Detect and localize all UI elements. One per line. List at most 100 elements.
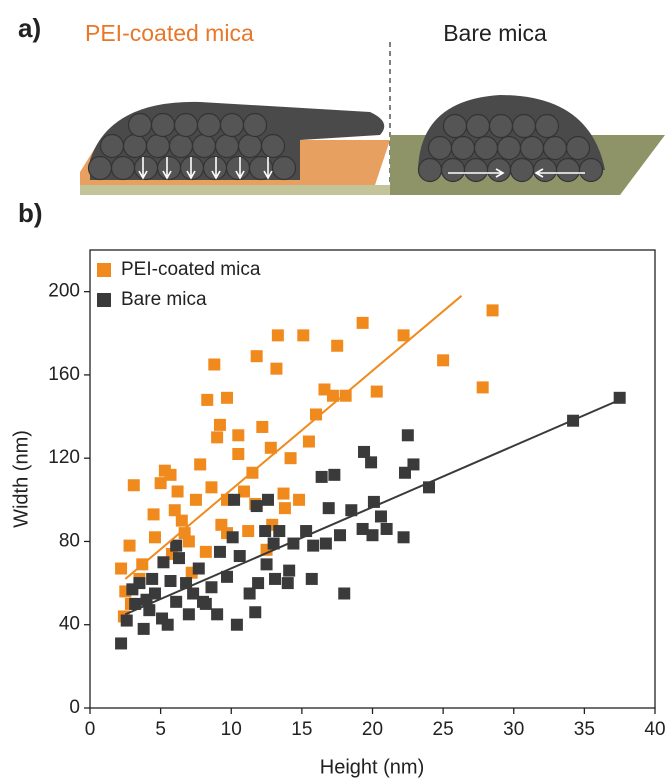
arrow-head [186, 170, 196, 180]
fiber [173, 112, 199, 138]
y-tick-label: 120 [48, 447, 80, 468]
point [252, 577, 265, 590]
point [277, 487, 290, 500]
fiber [87, 155, 113, 181]
point [318, 383, 331, 396]
x-tick-label: 0 [85, 719, 96, 740]
point [260, 558, 273, 571]
right-label: Bare mica [443, 20, 547, 46]
point [147, 508, 160, 521]
point [284, 452, 297, 465]
point [370, 385, 383, 398]
point [397, 531, 410, 544]
point [250, 350, 263, 363]
fiber [168, 133, 194, 159]
panel-label: b) [18, 198, 43, 228]
fiber [127, 112, 153, 138]
point [243, 587, 256, 600]
point [161, 618, 174, 631]
x-tick-label: 30 [503, 719, 524, 740]
arrow-head [211, 170, 221, 180]
point [374, 510, 387, 523]
point [267, 537, 280, 550]
x-tick-label: 20 [362, 719, 383, 740]
x-tick-label: 35 [574, 719, 595, 740]
fiber [110, 155, 136, 181]
point [305, 572, 318, 585]
point [297, 329, 310, 342]
point [205, 581, 218, 594]
point [278, 502, 291, 515]
fiber [463, 157, 489, 183]
y-tick-label: 0 [69, 697, 80, 718]
point [205, 481, 218, 494]
arrow-head [235, 170, 245, 180]
point [232, 448, 245, 461]
fiber [511, 113, 537, 139]
y-tick-label: 80 [59, 530, 80, 551]
fiber [417, 157, 443, 183]
fiber [219, 112, 245, 138]
legend-marker [97, 263, 111, 277]
point [398, 466, 411, 479]
point [356, 522, 369, 535]
point [137, 622, 150, 635]
point [339, 389, 352, 402]
point [115, 637, 128, 650]
point [271, 329, 284, 342]
fiber [191, 133, 217, 159]
fiber [237, 133, 263, 159]
point [127, 479, 140, 492]
point [157, 556, 170, 569]
point [338, 587, 351, 600]
x-tick-label: 25 [433, 719, 454, 740]
point [273, 525, 286, 538]
point [293, 493, 306, 506]
arrow-head [495, 168, 505, 178]
point [211, 431, 224, 444]
point [170, 595, 183, 608]
substrate [80, 185, 390, 195]
point [172, 552, 185, 565]
point [232, 429, 245, 442]
fiber [532, 157, 558, 183]
point [328, 468, 341, 481]
point [397, 329, 410, 342]
fibers [87, 112, 604, 183]
point [208, 358, 221, 371]
fiber [271, 155, 297, 181]
point [146, 572, 159, 585]
point [365, 456, 378, 469]
point [401, 429, 414, 442]
y-tick-label: 200 [48, 281, 80, 302]
point [334, 529, 347, 542]
x-tick-label: 5 [155, 719, 166, 740]
point [221, 570, 234, 583]
point [486, 304, 499, 317]
fiber [519, 135, 545, 161]
point [148, 531, 161, 544]
point [315, 470, 328, 483]
fiber [578, 157, 604, 183]
point [380, 522, 393, 535]
point [199, 545, 212, 558]
point [175, 514, 188, 527]
fiber [488, 113, 514, 139]
fiber [242, 112, 268, 138]
point [319, 537, 332, 550]
point [126, 583, 139, 596]
fiber [196, 112, 222, 138]
fiber [542, 135, 568, 161]
point [307, 539, 320, 552]
fiber [122, 133, 148, 159]
legend-label: PEI-coated mica [121, 259, 261, 280]
x-tick-label: 40 [644, 719, 665, 740]
fiber [260, 133, 286, 159]
point [182, 608, 195, 621]
point [226, 531, 239, 544]
point [249, 606, 262, 619]
point [250, 500, 263, 513]
x-axis-label: Height (nm) [320, 756, 424, 778]
point [259, 525, 272, 538]
